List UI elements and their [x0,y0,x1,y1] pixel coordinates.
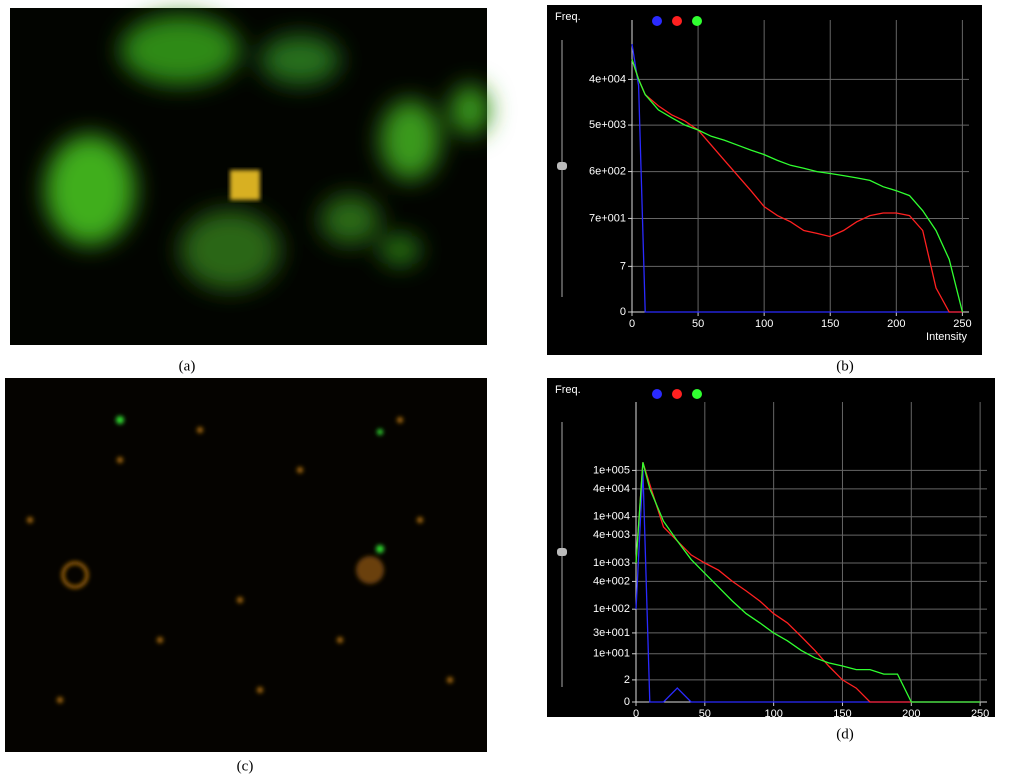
x-tick-label: 150 [833,708,851,720]
x-tick-label: 100 [764,708,782,720]
y-axis-title: Freq. [555,384,581,396]
x-tick-label: 50 [692,318,704,330]
x-axis-title: Intensity [944,721,985,733]
y-tick-label: 4e+004 [589,73,626,85]
y-tick-label: 7 [620,260,626,272]
y-tick-label: 4e+003 [593,529,630,541]
x-tick-label: 250 [953,318,971,330]
x-tick-label: 50 [699,708,711,720]
y-tick-label: 1e+005 [593,464,630,476]
caption: (a) [179,358,196,374]
slider-knob [557,162,567,170]
x-tick-label: 0 [633,708,639,720]
legend-dot [652,389,662,399]
y-tick-label: 1e+004 [593,511,630,523]
y-tick-label: 6e+002 [589,165,626,177]
x-tick-label: 100 [755,318,773,330]
caption: (d) [836,726,854,742]
y-tick-label: 2 [624,674,630,686]
caption: (c) [237,758,254,774]
y-tick-label: 0 [620,306,626,318]
x-axis-title: Intensity [926,331,967,343]
x-tick-label: 250 [971,708,989,720]
y-tick-label: 3e+001 [593,627,630,639]
x-tick-label: 0 [629,318,635,330]
legend-dot [672,389,682,399]
x-tick-label: 200 [887,318,905,330]
y-tick-label: 7e+001 [589,212,626,224]
chart-background [547,378,995,717]
y-tick-label: 1e+002 [593,603,630,615]
micrograph-a [10,8,490,345]
y-axis-title: Freq. [555,11,581,23]
page: (a) (b) (c) (d) 050100150200250077e+0016… [0,0,1025,776]
x-tick-label: 150 [821,318,839,330]
legend-dot [692,389,702,399]
legend-dot [652,16,662,26]
y-tick-label: 1e+003 [593,557,630,569]
y-tick-label: 5e+003 [589,119,626,131]
y-tick-label: 0 [624,696,630,708]
caption: (b) [836,358,854,374]
legend-dot [692,16,702,26]
x-tick-label: 200 [902,708,920,720]
y-tick-label: 4e+002 [593,575,630,587]
figure: (a) (b) (c) (d) 050100150200250077e+0016… [0,0,1025,776]
micrograph-c [5,378,487,752]
y-tick-label: 1e+001 [593,648,630,660]
legend-dot [672,16,682,26]
slider-knob [557,548,567,556]
y-tick-label: 4e+004 [593,483,630,495]
